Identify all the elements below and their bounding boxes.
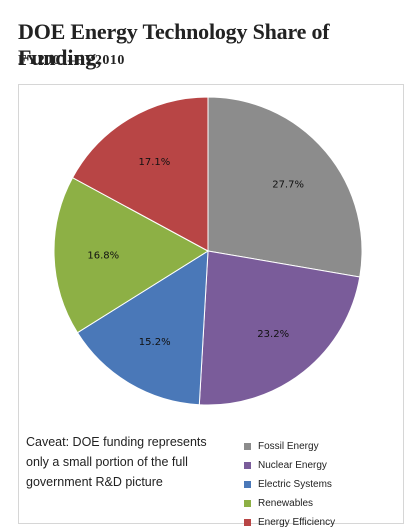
legend-swatch [244,443,251,450]
legend-label: Renewables [258,498,314,509]
legend-item-renewables: Renewables [244,494,335,513]
chart-title: DOE Energy Technology Share of Funding, [18,19,330,70]
chart-legend: Fossil Energy Nuclear Energy Electric Syst… [244,437,335,532]
legend-label: Nuclear Energy [258,460,327,471]
slice-label-energy-efficiency: 17.1% [139,157,171,168]
legend-item-fossil-energy: Fossil Energy [244,437,335,456]
pie-slice-energy-efficiency [71,96,209,252]
legend-item-nuclear-energy: Nuclear Energy [244,456,335,475]
pie-slice-renewables [53,176,209,334]
legend-swatch [244,519,251,526]
slice-label-renewables: 16.8% [87,250,119,261]
pie-chart: 27.7% 23.2% 15.2% 16.8% 17.1% [53,96,363,406]
chart-subtitle: FY2001–FY2010 [18,53,125,68]
slice-label-fossil-energy: 27.7% [272,180,304,191]
legend-swatch [244,462,251,469]
legend-swatch [244,481,251,488]
pie-slice-nuclear-energy [198,250,361,406]
legend-label: Electric Systems [258,479,332,490]
chart-frame: 27.7% 23.2% 15.2% 16.8% 17.1% [18,84,404,524]
legend-swatch [244,500,251,507]
legend-item-energy-efficiency: Energy Efficiency [244,513,335,532]
legend-label: Energy Efficiency [258,517,336,528]
pie-slice-electric-systems [76,250,209,406]
caveat-note: Caveat: DOE funding represents only a sm… [26,435,207,489]
legend-label: Fossil Energy [258,441,319,452]
slice-label-electric-systems: 15.2% [139,337,171,348]
slice-label-nuclear-energy: 23.2% [257,329,289,340]
legend-item-electric-systems: Electric Systems [244,475,335,494]
pie-slice-fossil-energy [207,96,363,278]
